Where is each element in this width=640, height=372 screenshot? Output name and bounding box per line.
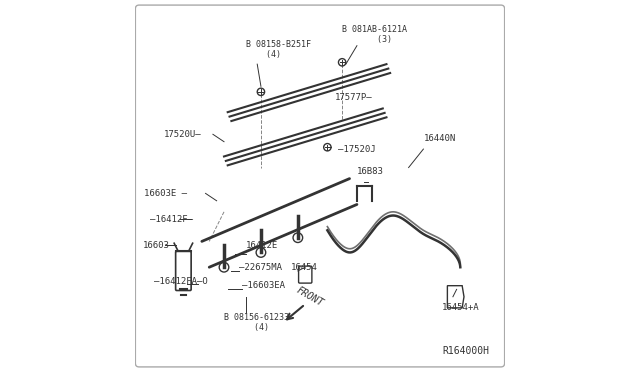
Text: B 08158-B251F
    (4): B 08158-B251F (4) <box>246 40 311 59</box>
Text: —16412F—: —16412F— <box>150 215 193 224</box>
Text: B 08156-61233
      (4): B 08156-61233 (4) <box>224 313 289 332</box>
Text: 16603E —: 16603E — <box>144 189 187 198</box>
Text: —16603EA: —16603EA <box>243 281 285 290</box>
Text: 16412E: 16412E <box>246 241 278 250</box>
Text: 16454: 16454 <box>291 263 317 272</box>
Text: B 081AB-6121A
       (3): B 081AB-6121A (3) <box>342 25 407 44</box>
Text: FRONT: FRONT <box>294 285 324 308</box>
Text: 16440N: 16440N <box>424 134 456 142</box>
Text: 16B83: 16B83 <box>357 167 384 176</box>
Text: —17520J: —17520J <box>339 145 376 154</box>
Text: 16603—: 16603— <box>143 241 175 250</box>
Text: 17520U—: 17520U— <box>164 130 202 139</box>
Text: R164000H: R164000H <box>443 346 490 356</box>
Text: 17577P—: 17577P— <box>335 93 372 102</box>
Text: —16412FA—O: —16412FA—O <box>154 278 207 286</box>
Text: —22675MA: —22675MA <box>239 263 282 272</box>
Text: 16454+A: 16454+A <box>442 303 479 312</box>
